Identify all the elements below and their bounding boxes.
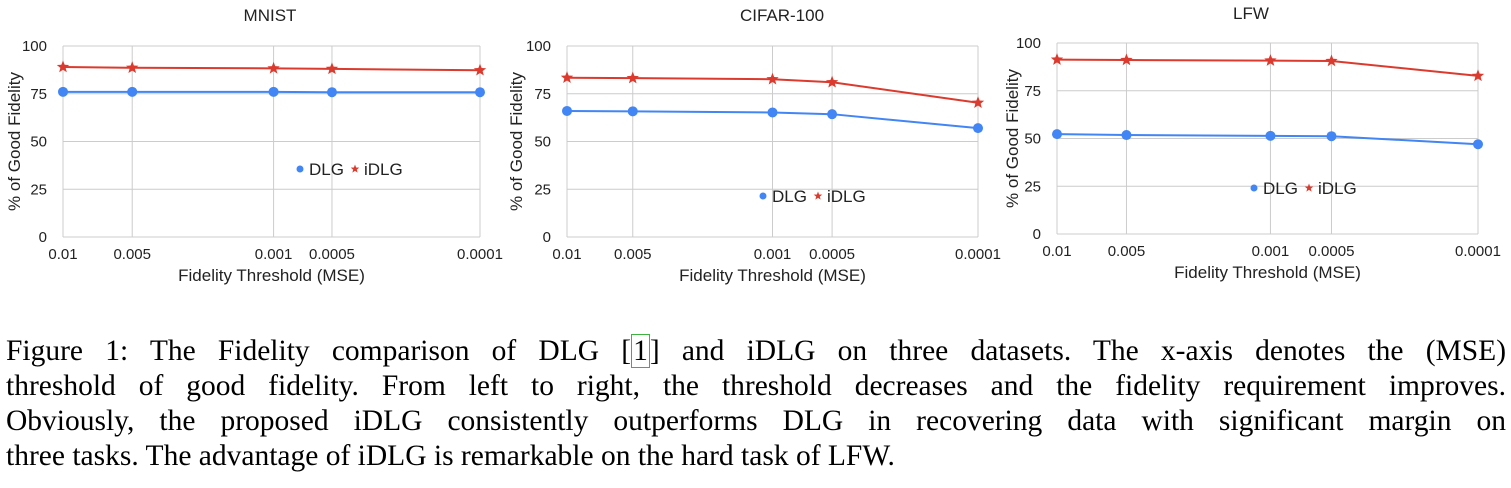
data-point-dlg — [973, 123, 983, 134]
data-point-idlg — [766, 72, 779, 85]
data-point-idlg — [825, 75, 839, 88]
chart-lfw: LFW 0 25 50 75 100 0.01 0.005 0.001 0.0005 0.0001 F… — [1003, 4, 1501, 282]
y-tick-label: 50 — [1024, 131, 1041, 148]
legend-label-dlg: DLG — [1263, 179, 1298, 198]
x-axis-label: Fidelity Threshold (MSE) — [1174, 263, 1361, 282]
data-point-idlg — [56, 60, 70, 73]
caption-line-1: Figure 1: The Fidelity comparison of DLG… — [6, 334, 1507, 368]
chart-title: LFW — [1233, 4, 1269, 23]
data-point-dlg — [127, 86, 138, 97]
legend-label-idlg: iDLG — [827, 187, 866, 206]
y-tick-label: 50 — [30, 134, 47, 151]
data-point-idlg — [971, 96, 985, 108]
chart-panel-lfw: LFW 0 25 50 75 100 0.01 0.005 0.001 0.0005 0.0001 F… — [1000, 0, 1511, 300]
legend-marker-dlg — [759, 192, 767, 200]
data-point-dlg — [268, 86, 279, 97]
y-tick-label: 100 — [526, 38, 551, 55]
chart-title: CIFAR-100 — [740, 6, 824, 25]
data-point-dlg — [326, 87, 337, 98]
chart-cifar100: CIFAR-100 0 25 50 75 100 0.01 0.005 0.001 0.0005 0… — [507, 6, 1001, 285]
legend-marker-idlg — [1304, 183, 1314, 192]
data-point-dlg — [1473, 139, 1483, 150]
legend-label-dlg: DLG — [772, 187, 807, 206]
chart-panel-cifar100: CIFAR-100 0 25 50 75 100 0.01 0.005 0.001 0.0005 0… — [500, 0, 1005, 300]
x-tick-label: 0.01 — [48, 246, 77, 263]
data-point-dlg — [1265, 130, 1276, 141]
series-line-idlg — [1056, 58, 1479, 77]
data-point-idlg — [267, 61, 280, 74]
x-tick-label: 0.0001 — [955, 246, 1001, 263]
y-tick-label: 50 — [534, 134, 551, 151]
legend-marker-dlg — [1250, 184, 1258, 192]
x-tick-label: 0.01 — [1042, 243, 1071, 260]
data-point-dlg — [1121, 130, 1132, 141]
legend-marker-dlg — [296, 165, 304, 173]
data-point-dlg — [562, 105, 572, 116]
y-axis-label: % of Good Fidelity — [5, 72, 24, 211]
y-tick-label: 0 — [543, 229, 551, 246]
y-tick-label: 0 — [39, 229, 47, 246]
data-point-dlg — [1052, 129, 1062, 140]
data-point-idlg — [560, 71, 574, 83]
data-point-idlg — [325, 62, 339, 75]
data-point-dlg — [475, 87, 485, 98]
x-tick-label: 0.005 — [1108, 243, 1146, 260]
data-point-dlg — [1326, 131, 1337, 142]
caption-text-after-ref: and iDLG on three datasets. The x-axis d… — [681, 335, 1507, 367]
y-tick-label: 75 — [534, 86, 551, 103]
data-point-idlg — [126, 61, 139, 74]
figure-caption: Figure 1: The Fidelity comparison of DLG… — [6, 334, 1506, 474]
y-tick-label: 0 — [1033, 226, 1041, 243]
data-point-idlg — [1325, 54, 1338, 67]
x-tick-label: 0.0001 — [457, 246, 503, 263]
caption-label: Figure 1: — [6, 335, 129, 367]
y-tick-label: 100 — [22, 38, 47, 55]
x-tick-label: 0.0001 — [1455, 243, 1501, 260]
x-tick-label: 0.01 — [552, 246, 581, 263]
legend-label-dlg: DLG — [309, 160, 344, 179]
data-point-dlg — [627, 106, 638, 117]
x-axis-label: Fidelity Threshold (MSE) — [178, 266, 365, 285]
x-tick-label: 0.005 — [113, 246, 151, 263]
caption-text-before-ref: The Fidelity comparison of DLG — [149, 335, 600, 367]
citation-link[interactable]: 1 — [631, 334, 650, 368]
x-tick-label: 0.0005 — [309, 246, 355, 263]
legend-label-idlg: iDLG — [364, 160, 403, 179]
chart-mnist: MNIST 0 25 50 75 100 0.01 0.005 0.001 0.0005 0.000… — [5, 6, 503, 285]
data-point-idlg — [1471, 69, 1485, 82]
x-tick-label: 0.001 — [754, 246, 792, 263]
data-point-dlg — [767, 107, 778, 118]
caption-line-4: three tasks. The advantage of iDLG is re… — [6, 440, 895, 472]
y-tick-label: 75 — [30, 86, 47, 103]
x-tick-label: 0.001 — [1252, 243, 1290, 260]
data-point-idlg — [1120, 53, 1133, 66]
y-tick-label: 100 — [1016, 35, 1041, 52]
data-point-idlg — [1264, 54, 1277, 66]
x-axis-label: Fidelity Threshold (MSE) — [679, 266, 866, 285]
y-tick-label: 75 — [1024, 83, 1041, 100]
chart-panel-mnist: MNIST 0 25 50 75 100 0.01 0.005 0.001 0.0005 0.000… — [0, 0, 503, 300]
legend-marker-idlg — [350, 164, 360, 173]
data-point-dlg — [58, 86, 68, 97]
x-tick-label: 0.0005 — [1309, 243, 1355, 260]
y-axis-label: % of Good Fidelity — [507, 72, 526, 211]
y-axis-label: % of Good Fidelity — [1003, 69, 1022, 208]
legend-label-idlg: iDLG — [1318, 179, 1357, 198]
data-point-idlg — [626, 71, 639, 84]
legend-marker-idlg — [813, 191, 823, 200]
x-tick-label: 0.005 — [614, 246, 652, 263]
caption-line-2: threshold of good fidelity. From left to… — [6, 370, 1506, 402]
data-point-idlg — [1050, 53, 1064, 65]
data-point-idlg — [473, 63, 487, 76]
data-point-dlg — [827, 109, 838, 120]
y-tick-label: 25 — [534, 181, 551, 198]
y-tick-label: 25 — [30, 181, 47, 198]
caption-line-3: Obviously, the proposed iDLG consistentl… — [6, 405, 1506, 437]
y-tick-label: 25 — [1024, 178, 1041, 195]
x-tick-label: 0.0005 — [809, 246, 855, 263]
chart-title: MNIST — [244, 6, 297, 25]
x-tick-label: 0.001 — [255, 246, 293, 263]
